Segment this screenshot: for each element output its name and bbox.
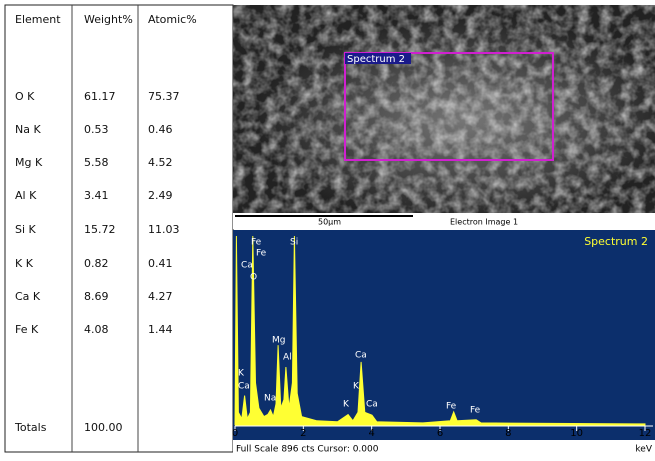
spectrum-footer: Full Scale 896 cts Cursor: 0.000	[236, 445, 379, 455]
table-header: Element	[15, 13, 61, 26]
region-label: Spectrum 2	[347, 54, 405, 65]
table-cell: O K	[15, 90, 35, 103]
table-cell: 2.49	[148, 189, 173, 202]
x-tick-label: 12	[639, 428, 652, 439]
table-cell: Ca K	[15, 290, 41, 303]
table-cell: 0.53	[84, 123, 109, 136]
table-cell: 8.69	[84, 290, 109, 303]
table-cell: Mg K	[15, 156, 43, 169]
table-cell: 5.58	[84, 156, 109, 169]
peak-label: K	[353, 382, 360, 392]
peak-label: Fe	[251, 238, 262, 248]
table-cell: Si K	[15, 223, 37, 236]
peak-label: Ca	[355, 351, 367, 361]
peak-label: Ca	[366, 400, 378, 410]
scale-label: 50µm	[318, 218, 341, 227]
peak-label: Mg	[272, 336, 285, 346]
table-cell: 3.41	[84, 189, 109, 202]
table: Element Weight% Atomic% O K 61.17 75.37 Na K 0.…	[4, 4, 234, 453]
x-tick-label: 2	[300, 428, 306, 439]
table-cell: Na K	[15, 123, 41, 136]
table-cell: 15.72	[84, 223, 116, 236]
peak-label: Fe	[256, 249, 267, 259]
spectrum-background	[233, 230, 655, 440]
peak-label: Si	[290, 238, 298, 248]
table-cell: 75.37	[148, 90, 180, 103]
table-cell: 61.17	[84, 90, 116, 103]
electron-image: Spectrum 2 50µm Electron Image 1	[233, 5, 655, 229]
peak-label: Al	[283, 353, 292, 363]
image-caption: Electron Image 1	[450, 218, 518, 227]
table-header: Weight%	[84, 13, 133, 26]
table-cell: 0.46	[148, 123, 173, 136]
x-tick-label: 0	[232, 428, 238, 439]
spectrum-title: Spectrum 2	[584, 235, 648, 248]
table-cell: 11.03	[148, 223, 180, 236]
table-cell: 4.52	[148, 156, 173, 169]
table-total: Totals	[14, 421, 47, 434]
spectrum-area	[234, 235, 646, 426]
x-tick-label: 10	[570, 428, 583, 439]
peak-label: O	[250, 273, 257, 283]
table-header: Atomic%	[148, 13, 197, 26]
peak-label: K	[343, 400, 350, 410]
region-label-bg	[345, 53, 411, 64]
peak-label: Fe	[470, 406, 481, 416]
table-cell: 4.27	[148, 290, 173, 303]
table-border	[4, 4, 234, 453]
peak-label: Na	[264, 394, 276, 404]
table-cell: K K	[15, 257, 34, 270]
footer-strip	[233, 440, 655, 454]
x-unit: keV	[635, 445, 652, 455]
x-tick-label: 6	[437, 428, 443, 439]
x-tick-label: 8	[505, 428, 511, 439]
x-tick-label: 4	[368, 428, 374, 439]
spectrum-region	[344, 52, 554, 161]
peak-label: Fe	[446, 402, 457, 412]
sem-texture	[233, 5, 655, 213]
table-cell: 0.41	[148, 257, 173, 270]
table-total: 100.00	[84, 421, 123, 434]
table-cell: Al K	[15, 189, 37, 202]
peak-label: Ca	[241, 261, 253, 271]
peak-label: K	[238, 369, 245, 379]
peak-label: Ca	[238, 382, 250, 392]
spectrum: Spectrum 2 Full Scale 896 cts Cursor: 0.…	[232, 230, 655, 455]
table-cell: 1.44	[148, 323, 173, 336]
table-cell: 0.82	[84, 257, 109, 270]
table-cell: Fe K	[15, 323, 39, 336]
table-cell: 4.08	[84, 323, 109, 336]
